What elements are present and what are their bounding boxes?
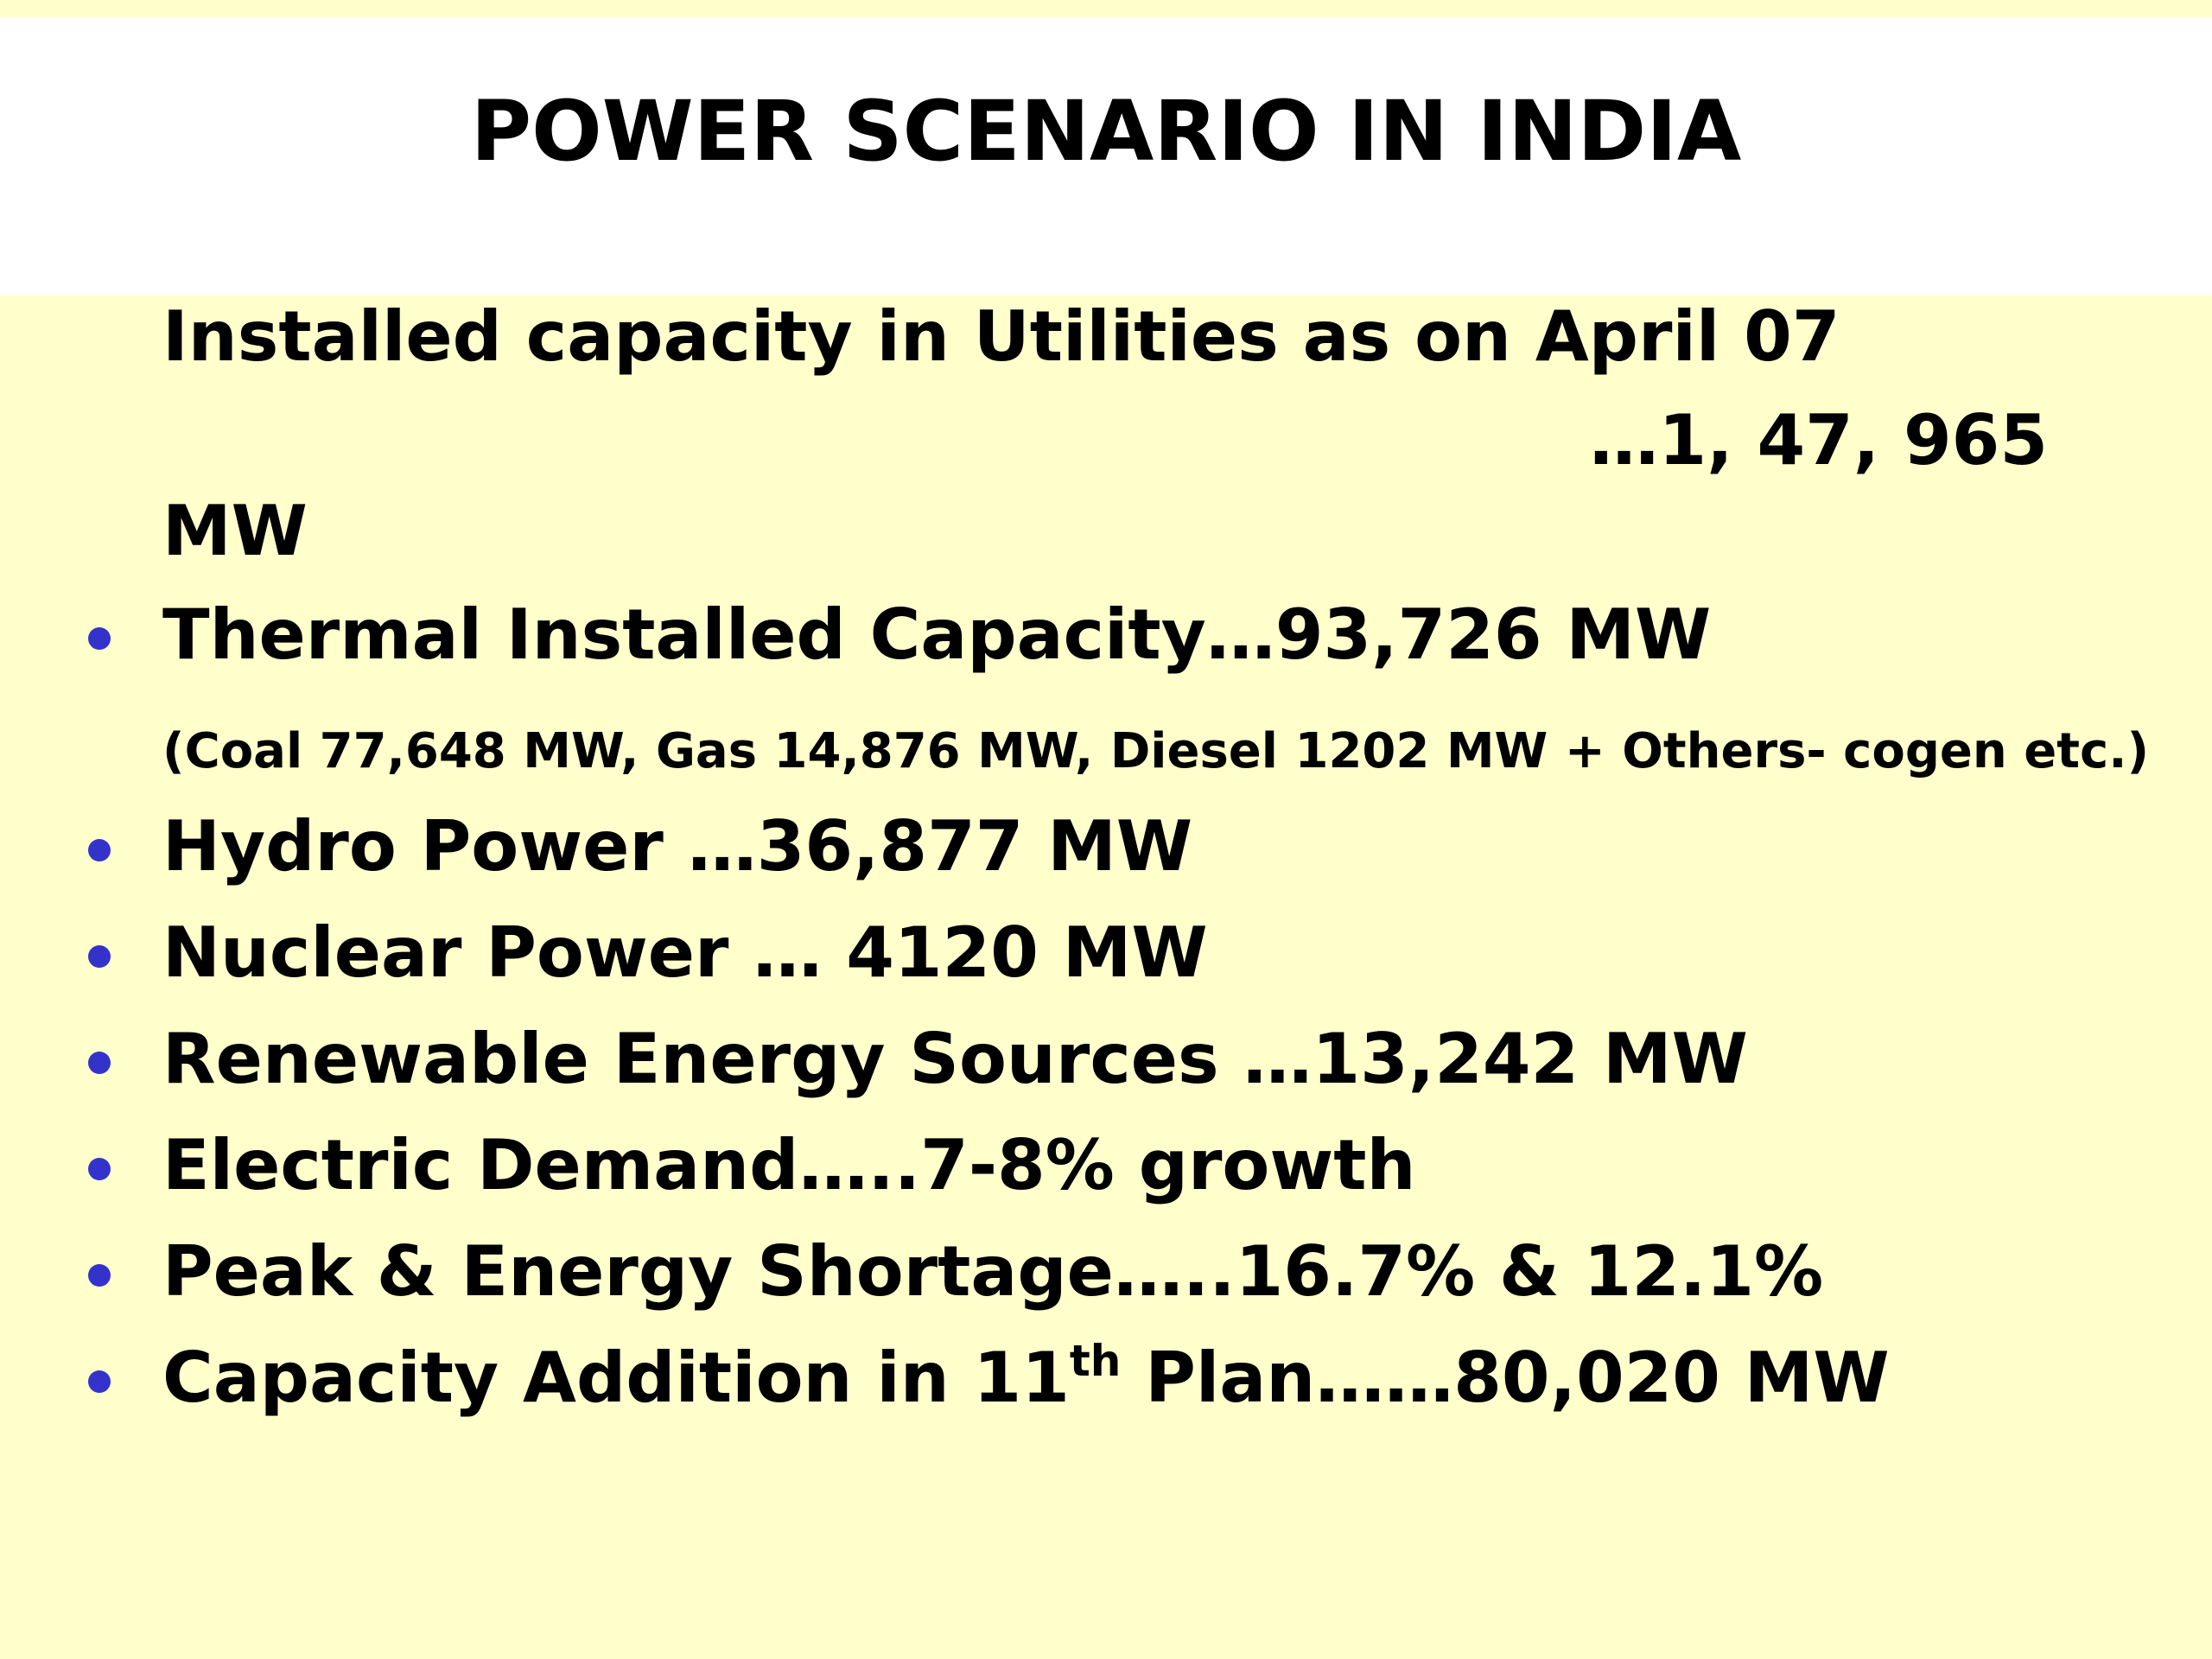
bullet-text: Thermal Installed Capacity…93,726 MW bbox=[162, 594, 1712, 675]
bullet-shortage: Peak & Energy Shortage…..16.7% & 12.1% bbox=[0, 1224, 2212, 1319]
bullet-dot-icon bbox=[88, 1158, 111, 1180]
thermal-breakdown-note: (Coal 77,648 MW, Gas 14,876 MW, Diesel 1… bbox=[162, 723, 2150, 779]
bullet-nuclear: Nuclear Power … 4120 MW bbox=[0, 906, 2212, 1001]
ordinal-suffix: th bbox=[1069, 1336, 1122, 1386]
title-band bbox=[0, 17, 2212, 296]
bullet-dot-icon bbox=[88, 945, 111, 968]
bullet-text: Renewable Energy Sources …13,242 MW bbox=[162, 1019, 1748, 1099]
bullet-text: Peak & Energy Shortage…..16.7% & 12.1% bbox=[162, 1231, 1824, 1312]
bullet-demand: Electric Demand…..7-8% growth bbox=[0, 1118, 2212, 1213]
bullet-renewable: Renewable Energy Sources …13,242 MW bbox=[0, 1012, 2212, 1107]
bullet-dot-icon bbox=[88, 1264, 111, 1287]
bullet-dot-icon bbox=[88, 1052, 111, 1074]
installed-capacity-value: …1, 47, 965 bbox=[1589, 400, 2048, 480]
installed-capacity-unit: MW bbox=[162, 491, 308, 571]
bullet-text: Hydro Power …36,877 MW bbox=[162, 806, 1193, 887]
capacity-addition-suffix: Plan……80,020 MW bbox=[1121, 1338, 1890, 1418]
bullet-text: Nuclear Power … 4120 MW bbox=[162, 912, 1208, 993]
bullet-hydro: Hydro Power …36,877 MW bbox=[0, 799, 2212, 894]
bullet-capacity-addition: Capacity Addition in 11th Plan……80,020 M… bbox=[0, 1331, 2212, 1426]
bullet-text: Capacity Addition in 11th Plan……80,020 M… bbox=[162, 1331, 1890, 1426]
bullet-dot-icon bbox=[88, 839, 111, 861]
installed-capacity-label: Installed capacity in Utilities as on Ap… bbox=[162, 296, 1840, 377]
capacity-addition-prefix: Capacity Addition in 11 bbox=[162, 1338, 1070, 1418]
slide-title: POWER SCENARIO IN INDIA bbox=[470, 83, 1742, 180]
bullet-dot-icon bbox=[88, 1370, 111, 1393]
bullet-text: Electric Demand…..7-8% growth bbox=[162, 1125, 1416, 1205]
bullet-dot-icon bbox=[88, 627, 111, 650]
bullet-thermal: Thermal Installed Capacity…93,726 MW bbox=[0, 588, 2212, 683]
